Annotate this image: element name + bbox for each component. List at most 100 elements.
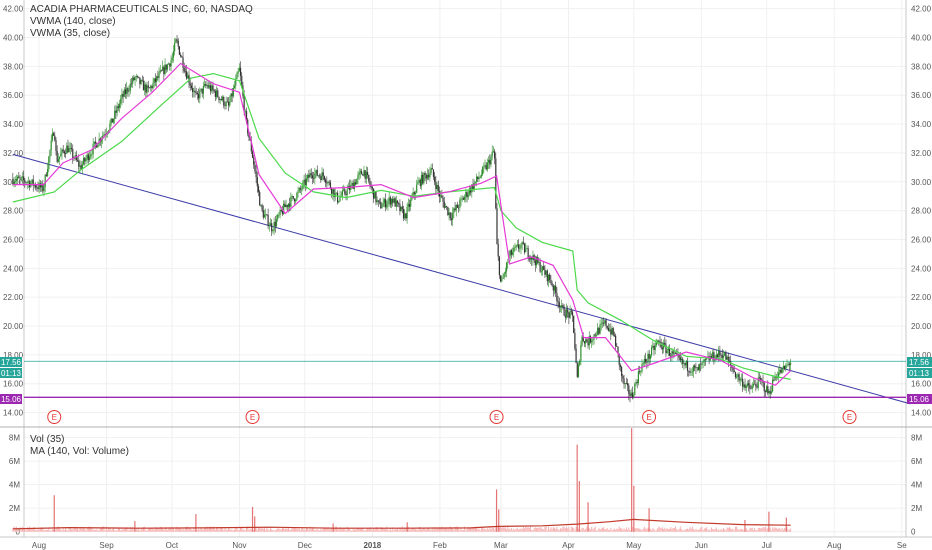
volume-bar <box>589 529 591 532</box>
candle-body <box>547 274 550 282</box>
price-tick-label-right: 20.00 <box>911 322 932 331</box>
study-volume-ma[interactable]: MA (140, Vol: Volume) <box>30 446 129 457</box>
volume-bar <box>748 530 750 532</box>
candle-body <box>285 204 287 208</box>
volume-bar <box>456 526 458 532</box>
volume-bar <box>776 528 778 532</box>
price-tick-label-left: 38.00 <box>3 62 24 71</box>
volume-bar <box>524 528 526 532</box>
candle-body <box>67 145 69 153</box>
candle-body <box>202 85 204 94</box>
volume-bar <box>675 526 677 532</box>
chart-grid <box>24 0 906 537</box>
candle-body <box>750 388 752 390</box>
candle-body <box>672 351 674 354</box>
candle-body <box>758 377 761 379</box>
candle-body <box>686 361 689 371</box>
volume-bar <box>326 528 328 532</box>
candle-body <box>721 355 723 358</box>
volume-bar <box>751 527 753 532</box>
volume-bar <box>23 527 25 532</box>
volume-bar <box>429 529 431 532</box>
candle-body <box>338 200 340 203</box>
volume-bar <box>466 528 468 532</box>
candle-body <box>376 200 378 203</box>
volume-spike <box>631 428 633 532</box>
candle-body <box>354 182 357 185</box>
volume-bar <box>703 528 705 532</box>
candle-body <box>689 371 691 373</box>
volume-bar <box>166 529 168 532</box>
candle-body <box>94 141 97 144</box>
volume-bar <box>599 529 601 532</box>
volume-axis[interactable]: 0 0 2M 2M 4M 4M 6M 6M 8M 8M <box>9 434 923 537</box>
price-legend[interactable]: ACADIA PHARMACEUTICALS INC, 60, NASDAQ V… <box>30 4 253 40</box>
earnings-marker[interactable]: E <box>245 410 260 424</box>
volume-bar <box>356 527 358 532</box>
volume-bar <box>321 529 323 532</box>
time-tick-label: Jul <box>762 541 772 550</box>
volume-bar <box>478 528 480 532</box>
volume-bar <box>615 529 617 532</box>
candle-body <box>388 197 390 202</box>
volume-bar <box>710 527 712 532</box>
candle-body <box>449 212 451 219</box>
volume-bar <box>387 529 389 532</box>
candle-body <box>172 51 175 58</box>
volume-bar <box>690 528 692 532</box>
candle-body <box>561 305 563 308</box>
volume-legend[interactable]: Vol (35) MA (140, Vol: Volume) <box>30 434 129 458</box>
volume-bar <box>701 526 703 532</box>
candle-body <box>289 203 291 207</box>
volume-bar <box>601 527 603 532</box>
candle-body <box>621 366 623 376</box>
earnings-marker[interactable]: E <box>489 410 504 424</box>
candle-body <box>127 88 129 92</box>
volume-bar <box>397 528 399 532</box>
candle-body <box>631 392 634 398</box>
volume-bar <box>141 528 143 532</box>
study-vwma-140[interactable]: VWMA (140, close) <box>30 16 116 27</box>
volume-bar <box>323 528 325 532</box>
volume-bar <box>289 529 291 532</box>
earnings-marker[interactable]: E <box>842 410 857 424</box>
volume-bar <box>571 527 573 532</box>
volume-bar <box>565 526 567 532</box>
time-axis[interactable]: Aug Sep Oct Nov Dec 2018 Feb Mar Apr May Jun Jul Aug… <box>32 541 907 550</box>
candle-body <box>545 270 547 275</box>
study-vwma-35[interactable]: VWMA (35, close) <box>30 28 111 39</box>
candle-body <box>12 178 14 184</box>
volume-bar <box>104 530 106 532</box>
volume-bar <box>12 528 14 532</box>
candle-body <box>718 350 720 358</box>
candle-body <box>271 223 273 232</box>
candle-body <box>543 266 545 270</box>
volume-bar <box>540 527 542 532</box>
volume-bar <box>47 529 49 532</box>
candle-body <box>139 77 141 84</box>
support-badge-right: 15.06 <box>907 394 932 404</box>
candle-body <box>599 324 601 334</box>
earnings-marker[interactable]: E <box>642 410 657 424</box>
volume-tick-label-right: 0 <box>911 528 916 537</box>
volume-bar <box>345 530 347 532</box>
candle-body <box>516 244 518 246</box>
candle-body <box>606 326 608 328</box>
candle-body <box>54 135 56 141</box>
volume-bar <box>92 529 94 532</box>
volume-bar <box>787 529 789 532</box>
volume-bar <box>548 526 550 532</box>
volume-bar <box>253 529 255 532</box>
volume-bar <box>480 528 482 532</box>
volume-bar <box>454 527 456 532</box>
study-volume[interactable]: Vol (35) <box>30 434 65 445</box>
earnings-marker[interactable]: E <box>47 410 62 424</box>
volume-bar <box>315 529 317 532</box>
volume-bar <box>55 528 57 532</box>
vwma-140-line <box>12 72 791 380</box>
price-axis[interactable]: 14.00 14.00 16.00 16.00 18.00 18.00 20.00 20.00… <box>3 5 932 418</box>
candle-body <box>551 283 553 286</box>
candle-body <box>442 197 444 202</box>
